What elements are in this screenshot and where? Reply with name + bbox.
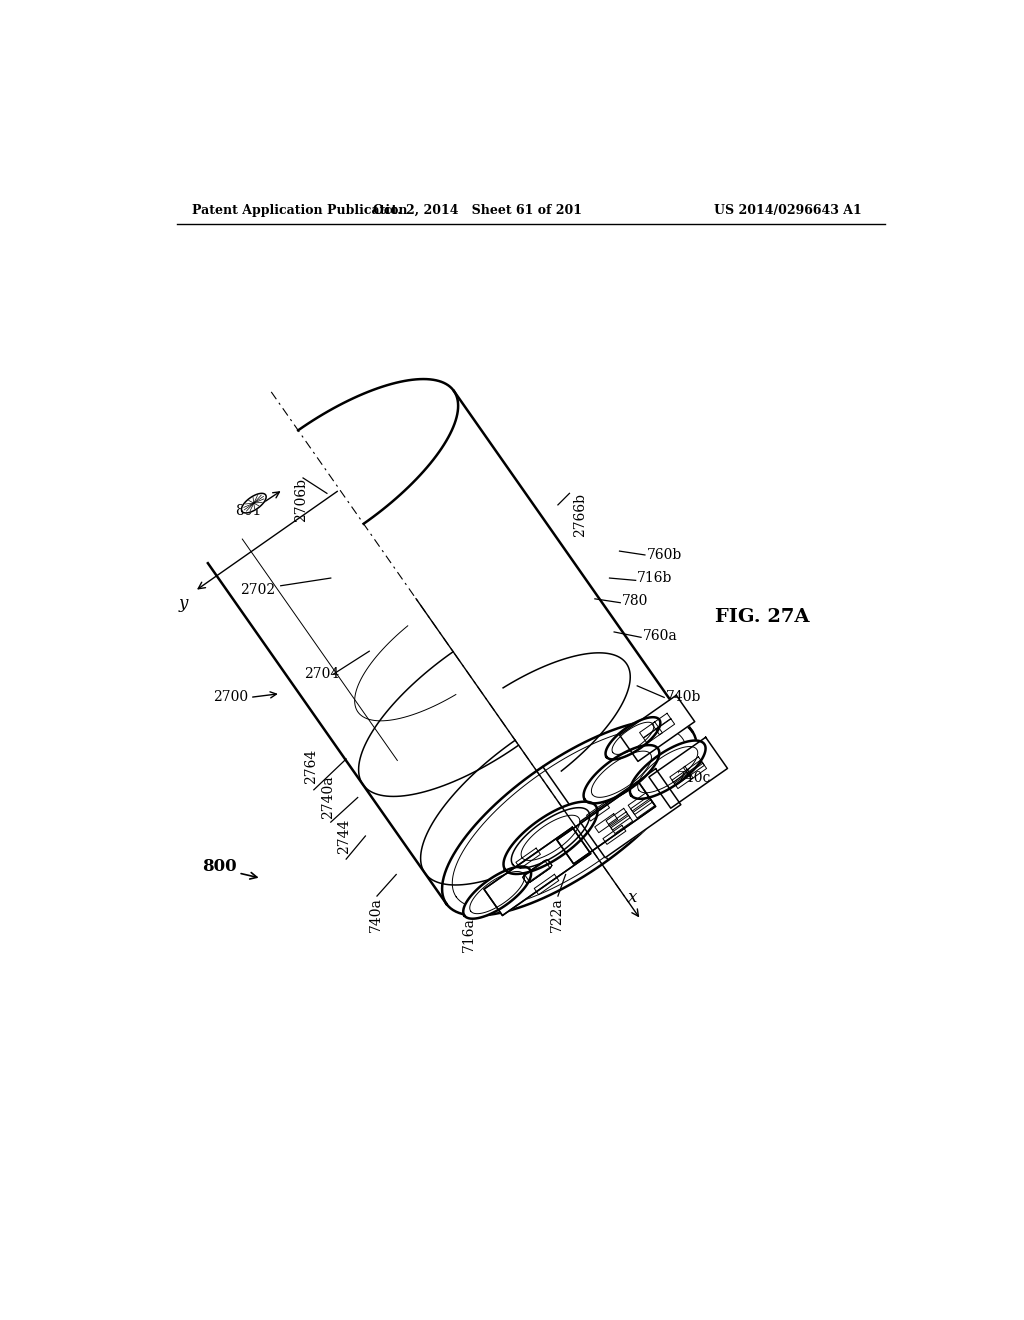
Text: 2700: 2700 xyxy=(213,690,248,705)
Polygon shape xyxy=(557,783,655,863)
Text: 2702: 2702 xyxy=(240,582,275,597)
Text: 800: 800 xyxy=(202,858,237,875)
Text: x: x xyxy=(628,888,637,906)
Polygon shape xyxy=(580,768,681,858)
Text: 2766b: 2766b xyxy=(573,494,588,537)
Text: 2706b: 2706b xyxy=(294,478,308,521)
Polygon shape xyxy=(484,828,591,916)
Text: 722a: 722a xyxy=(550,898,564,932)
Polygon shape xyxy=(620,696,694,762)
Polygon shape xyxy=(584,744,659,804)
Text: 2744: 2744 xyxy=(337,818,351,854)
Text: 2764: 2764 xyxy=(304,748,317,784)
Text: 740c: 740c xyxy=(677,771,712,785)
Text: y: y xyxy=(179,595,188,612)
Text: 740a: 740a xyxy=(370,898,383,932)
Polygon shape xyxy=(630,741,706,799)
Text: 716a: 716a xyxy=(462,917,476,952)
Polygon shape xyxy=(649,738,727,808)
Polygon shape xyxy=(504,801,597,874)
Text: FIG. 27A: FIG. 27A xyxy=(715,607,809,626)
Text: Oct. 2, 2014   Sheet 61 of 201: Oct. 2, 2014 Sheet 61 of 201 xyxy=(373,205,582,218)
Polygon shape xyxy=(463,866,531,919)
Text: 2704: 2704 xyxy=(304,668,339,681)
Text: 716b: 716b xyxy=(637,572,673,585)
Text: 760a: 760a xyxy=(643,628,677,643)
Text: 740b: 740b xyxy=(666,690,701,705)
Text: 760b: 760b xyxy=(646,548,682,562)
Text: 780: 780 xyxy=(622,594,648,609)
Text: US 2014/0296643 A1: US 2014/0296643 A1 xyxy=(715,205,862,218)
Text: Patent Application Publication: Patent Application Publication xyxy=(193,205,408,218)
Text: 801: 801 xyxy=(236,504,261,517)
Polygon shape xyxy=(605,717,660,759)
Polygon shape xyxy=(242,494,266,513)
Text: 2740a: 2740a xyxy=(322,776,336,820)
